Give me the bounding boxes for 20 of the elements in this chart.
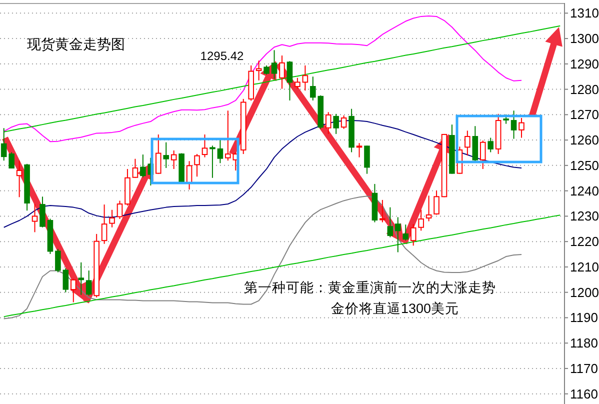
y-tick-label: 1220: [570, 234, 599, 250]
y-tick-label: 1290: [570, 56, 599, 72]
annotation: 第一种可能：黄金重演前一次的大涨走势: [244, 280, 496, 295]
y-tick-label: 1170: [570, 360, 598, 376]
y-tick-label: 1180: [570, 336, 598, 351]
y-tick-label: 1230: [570, 208, 599, 224]
annotation: 金价将直逼1300美元: [330, 301, 460, 316]
y-tick-label: 1250: [570, 158, 599, 173]
y-tick-label: 1280: [570, 82, 599, 97]
y-tick-label: 1200: [570, 284, 599, 300]
y-tick-label: 1310: [570, 6, 599, 21]
annotation: 1295.42: [200, 49, 244, 63]
y-tick-label: 1240: [570, 183, 599, 198]
title: 现货黄金走势图: [27, 36, 125, 52]
y-tick-label: 1300: [570, 31, 599, 46]
y-tick-label: 1190: [570, 310, 598, 326]
y-tick-label: 1210: [570, 259, 599, 274]
y-tick-label: 1270: [570, 107, 599, 122]
y-tick-label: 1160: [570, 386, 598, 402]
y-tick-label: 1260: [570, 132, 599, 148]
